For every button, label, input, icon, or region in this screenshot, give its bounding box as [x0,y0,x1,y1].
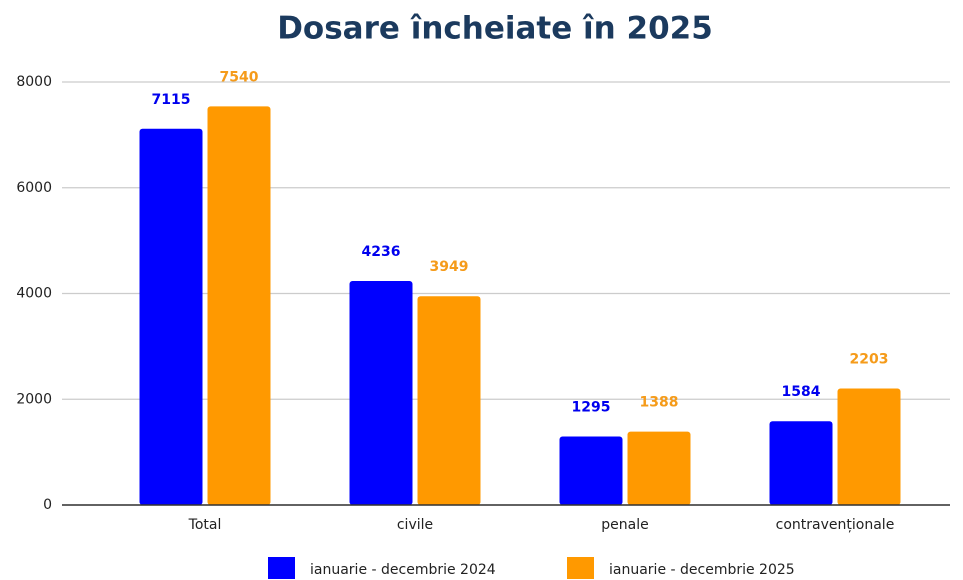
y-tick-label: 2000 [16,391,52,407]
bar [417,296,481,505]
bar [559,436,623,505]
y-tick-label: 8000 [16,74,52,90]
value-label: 1584 [782,384,821,400]
y-tick-label: 4000 [16,286,52,302]
bar [769,421,833,505]
legend-label: ianuarie - decembrie 2024 [310,562,496,578]
legend-swatch [268,557,295,579]
value-label: 3949 [430,259,469,275]
chart-title: Dosare încheiate în 2025 [277,11,713,47]
y-tick-label: 6000 [16,180,52,196]
bar [349,281,413,505]
bar [837,388,901,505]
y-tick-label: 0 [43,497,52,513]
x-tick-label: civile [397,517,433,533]
value-label: 4236 [362,244,401,260]
value-label: 7115 [152,92,191,108]
x-tick-label: penale [601,517,648,533]
value-label: 1295 [572,400,611,416]
legend-swatch [567,557,594,579]
value-label: 2203 [850,352,889,368]
bar [207,106,271,505]
value-label: 1388 [640,395,679,411]
legend-label: ianuarie - decembrie 2025 [609,562,795,578]
x-tick-label: contravenționale [776,517,895,533]
bar [139,128,203,505]
x-tick-label: Total [188,517,222,533]
value-label: 7540 [220,69,259,85]
bar [627,431,691,505]
